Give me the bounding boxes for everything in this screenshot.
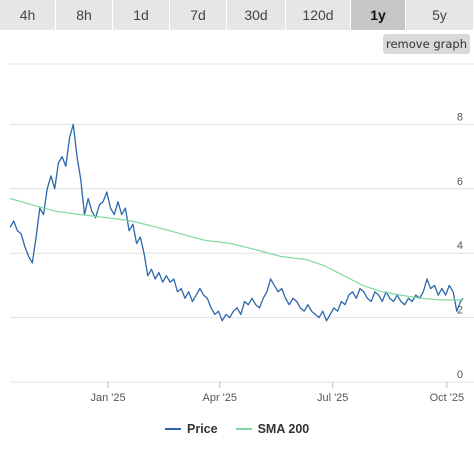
x-tick-label: Jul '25: [317, 392, 348, 404]
x-tick-label: Oct '25: [430, 392, 465, 404]
tab-120d[interactable]: 120d: [286, 0, 351, 30]
legend-label-sma: SMA 200: [257, 422, 310, 436]
legend-label-price: Price: [187, 422, 218, 436]
y-tick-label: 2: [457, 305, 463, 317]
timeframe-tabs: 4h 8h 1d 7d 30d 120d 1y 5y: [0, 0, 474, 30]
sma-200-line: [9, 197, 463, 301]
legend-item-sma[interactable]: SMA 200: [235, 422, 310, 436]
tab-5y[interactable]: 5y: [406, 0, 474, 30]
y-axis-ticks: 0 2 4 6 8: [457, 111, 463, 381]
legend: Price SMA 200: [165, 422, 327, 436]
y-tick-label: 8: [457, 111, 463, 123]
series-lines: [9, 123, 464, 322]
tab-4h[interactable]: 4h: [0, 0, 56, 30]
tab-7d[interactable]: 7d: [170, 0, 227, 30]
x-axis-ticks: Jan '25 Apr '25 Jul '25 Oct '25: [90, 382, 464, 404]
remove-graph-button[interactable]: remove graph: [383, 34, 470, 54]
tab-8h[interactable]: 8h: [56, 0, 113, 30]
tab-1y[interactable]: 1y: [351, 0, 406, 30]
x-tick-label: Jan '25: [90, 392, 125, 404]
tab-30d[interactable]: 30d: [227, 0, 286, 30]
y-tick-label: 0: [457, 369, 463, 381]
sma-swatch: [235, 428, 252, 430]
y-tick-label: 4: [457, 240, 463, 252]
price-line: [9, 123, 464, 322]
price-swatch: [165, 428, 181, 430]
x-tick-label: Apr '25: [202, 392, 237, 404]
y-tick-label: 6: [457, 176, 463, 188]
legend-item-price[interactable]: Price: [165, 422, 218, 436]
grid-lines: [10, 63, 474, 383]
tab-1d[interactable]: 1d: [113, 0, 170, 30]
